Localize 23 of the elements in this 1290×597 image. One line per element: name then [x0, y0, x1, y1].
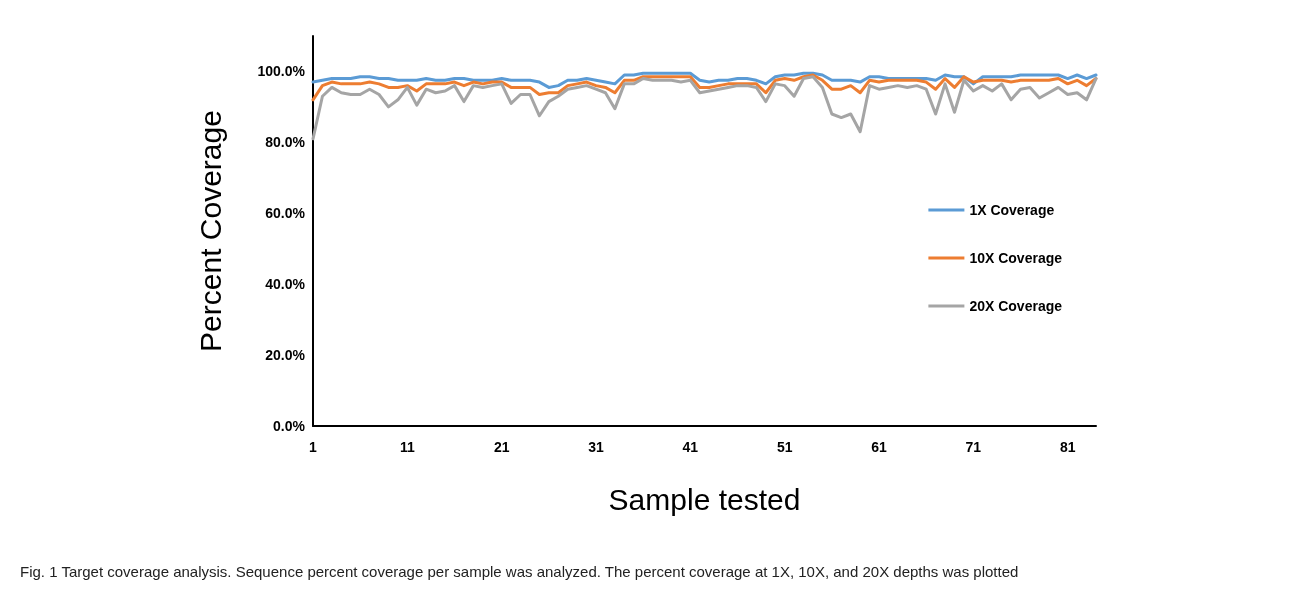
x-tick-label: 71 — [965, 439, 982, 455]
x-tick-label: 1 — [309, 439, 318, 455]
x-tick-label: 31 — [588, 439, 605, 455]
x-tick-label: 61 — [871, 439, 888, 455]
x-axis-title: Sample tested — [608, 482, 801, 516]
legend-label: 1X Coverage — [969, 202, 1055, 218]
y-tick-label: 80.0% — [265, 134, 306, 151]
y-tick-label: 40.0% — [265, 276, 306, 293]
legend-label: 20X Coverage — [969, 298, 1063, 314]
x-tick-label: 11 — [399, 439, 415, 455]
legend-label: 10X Coverage — [969, 250, 1063, 266]
x-tick-label: 51 — [776, 439, 793, 455]
y-tick-label: 60.0% — [265, 205, 306, 222]
y-tick-label: 100.0% — [257, 63, 306, 80]
x-tick-label: 21 — [493, 439, 510, 455]
x-tick-label: 41 — [682, 439, 699, 455]
y-tick-label: 20.0% — [265, 347, 306, 364]
y-axis-title: Percent Coverage — [193, 110, 227, 352]
line-series — [311, 71, 1098, 89]
line-series — [311, 75, 1098, 141]
caption: Fig. 1 Target coverage analysis. Sequence percent coverage per sample was analyzed. The percent coverage at 1X, 10X, and 20X depths was plotted — [19, 563, 1020, 580]
y-tick-label: 0.0% — [273, 418, 306, 434]
x-tick-label: 81 — [1059, 439, 1076, 455]
